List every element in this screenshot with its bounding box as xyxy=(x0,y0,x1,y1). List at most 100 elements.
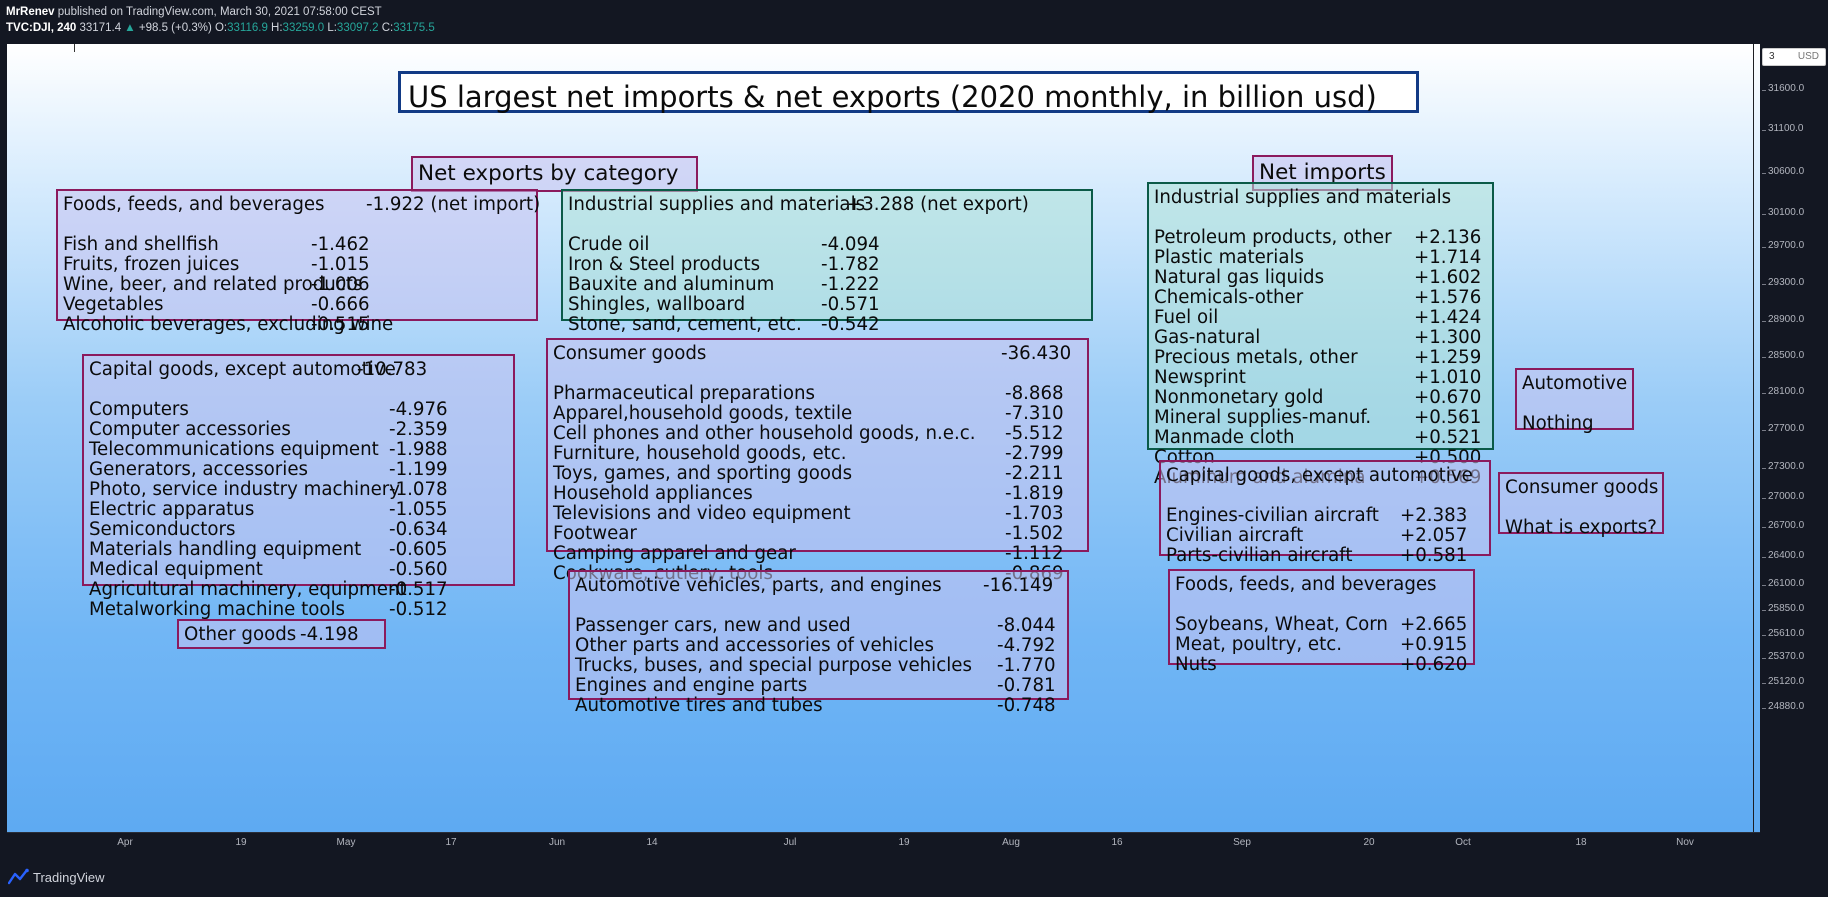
row-label: Generators, accessories xyxy=(89,459,309,480)
chart-canvas[interactable]: US largest net imports & net exports (20… xyxy=(7,44,1760,832)
table-row: Engines and engine parts -0.781 xyxy=(575,676,1062,696)
row-value: +0.915 xyxy=(1400,634,1468,655)
time-tick-label: 18 xyxy=(1575,837,1587,848)
table-row: Camping apparel and gear -1.112 xyxy=(553,544,1082,564)
publisher-name[interactable]: MrRenev xyxy=(6,6,55,18)
publish-text: published on TradingView.com, March 30, … xyxy=(57,6,382,18)
price-tick-mark xyxy=(1762,393,1766,394)
industrial-imports-header: Industrial supplies and materials xyxy=(1154,188,1487,208)
table-row: Mineral supplies-manuf. +0.561 xyxy=(1154,408,1487,428)
table-row: Apparel,household goods, textile -7.310 xyxy=(553,404,1082,424)
price-tick-mark xyxy=(1762,321,1766,322)
price-tick-label: 25370.0 xyxy=(1768,651,1805,662)
consumer-exports-header-value: -36.430 xyxy=(1001,343,1072,364)
capital-imports-box: Capital goods, except automotive Engines-… xyxy=(1159,460,1491,566)
table-row: Fish and shellfish -1.462 xyxy=(63,235,531,255)
price-tick-mark xyxy=(1762,635,1766,636)
table-row: Telecommunications equipment -1.988 xyxy=(89,440,508,460)
row-value: +2.057 xyxy=(1400,525,1468,546)
close-label: C: xyxy=(381,22,394,34)
foods-exports-header-value: -1.922 (net import) xyxy=(366,194,541,215)
automotive-imports-box: Automotive Nothing xyxy=(1515,368,1634,434)
row-label: Newsprint xyxy=(1154,367,1246,388)
currency-code: USD xyxy=(1797,51,1819,62)
row-label: Furniture, household goods, etc. xyxy=(553,443,847,464)
axis-divider xyxy=(1753,44,1754,832)
low-label: L: xyxy=(327,22,337,34)
price-tick-label: 27000.0 xyxy=(1768,491,1805,502)
row-value: +0.581 xyxy=(1400,545,1468,566)
row-value: +1.576 xyxy=(1414,287,1482,308)
price-tick-mark xyxy=(1762,173,1766,174)
table-row: Agricultural machinery, equipment -0.517 xyxy=(89,580,508,600)
price-tick-mark xyxy=(1762,130,1766,131)
capital-exports-spacer xyxy=(89,380,508,400)
table-row: Plastic materials +1.714 xyxy=(1154,248,1487,268)
consumer-imports-text: What is exports? xyxy=(1505,518,1657,538)
table-row: Trucks, buses, and special purpose vehic… xyxy=(575,656,1062,676)
row-value: -8.044 xyxy=(997,615,1056,636)
row-value: -0.571 xyxy=(821,294,880,315)
row-value: +0.670 xyxy=(1414,387,1482,408)
tradingview-brand[interactable]: TradingView xyxy=(33,870,105,885)
time-tick-label: 14 xyxy=(646,837,658,848)
row-value: -1.782 xyxy=(821,254,880,275)
row-label: Telecommunications equipment xyxy=(89,439,379,460)
row-label: Engines and engine parts xyxy=(575,675,808,696)
price-axis[interactable]: 3 USD 31600.0 31100.0 30600.0 30100.0 29700.… xyxy=(1762,44,1828,832)
row-label: Pharmaceutical preparations xyxy=(553,383,815,404)
table-row: Gas-natural +1.300 xyxy=(1154,328,1487,348)
consumer-imports-header: Consumer goods xyxy=(1505,477,1659,498)
price-tick-mark xyxy=(1762,658,1766,659)
row-label: Passenger cars, new and used xyxy=(575,615,851,636)
row-label: Other parts and accessories of vehicles xyxy=(575,635,934,656)
automotive-exports-header: Automotive vehicles, parts, and engines -… xyxy=(575,576,1062,596)
table-row: Electric apparatus -1.055 xyxy=(89,500,508,520)
row-label: Computer accessories xyxy=(89,419,291,440)
row-label: Nonmonetary gold xyxy=(1154,387,1324,408)
table-row: Bauxite and aluminum -1.222 xyxy=(568,275,1086,295)
table-row: Natural gas liquids +1.602 xyxy=(1154,268,1487,288)
symbol-name[interactable]: TVC:DJI, 240 xyxy=(6,22,77,34)
consumer-exports-header: Consumer goods -36.430 xyxy=(553,344,1082,364)
row-value: -4.094 xyxy=(821,234,880,255)
open-value: 33116.9 xyxy=(227,22,268,34)
table-row: Manmade cloth +0.521 xyxy=(1154,428,1487,448)
table-row: Meat, poultry, etc. +0.915 xyxy=(1175,635,1468,655)
row-label: Manmade cloth xyxy=(1154,427,1295,448)
price-change: +98.5 (+0.3%) xyxy=(138,22,212,34)
row-value: -1.055 xyxy=(389,499,448,520)
table-row: Alcoholic beverages, excluding wine -0.51… xyxy=(63,315,531,335)
table-row: Fuel oil +1.424 xyxy=(1154,308,1487,328)
automotive-imports-text: Nothing xyxy=(1522,414,1627,434)
open-label: O: xyxy=(214,22,228,34)
close-value: 33175.5 xyxy=(393,22,435,34)
tradingview-logo-icon[interactable] xyxy=(8,868,30,886)
consumer-imports-header-text: Consumer goods xyxy=(1505,477,1659,498)
industrial-imports-spacer xyxy=(1154,208,1487,228)
row-label: Crude oil xyxy=(568,234,650,255)
price-tick-mark xyxy=(1762,90,1766,91)
table-row: Vegetables -0.666 xyxy=(63,295,531,315)
time-tick-label: Aug xyxy=(1002,837,1020,848)
time-axis[interactable]: Apr 19 May 17 Jun 14 Jul 19 Aug 16 Sep 20 Oct 18 Nov xyxy=(7,832,1760,859)
row-value: -1.222 xyxy=(821,274,880,295)
row-label: Semiconductors xyxy=(89,519,236,540)
price-tick-label: 25610.0 xyxy=(1768,628,1805,639)
row-label: Computers xyxy=(89,399,189,420)
row-label: Metalworking machine tools xyxy=(89,599,345,620)
row-value: -1.006 xyxy=(311,274,370,295)
price-tick-label: 26700.0 xyxy=(1768,520,1805,531)
table-row: Footwear -1.502 xyxy=(553,524,1082,544)
capital-imports-spacer xyxy=(1166,486,1484,506)
row-label: Shingles, wallboard xyxy=(568,294,746,315)
row-label: Materials handling equipment xyxy=(89,539,362,560)
foods-exports-header: Foods, feeds, and beverages -1.922 (net i… xyxy=(63,195,540,215)
chart-title-text: US largest net imports & net exports (20… xyxy=(408,80,1377,114)
time-tick-label: Apr xyxy=(117,837,133,848)
row-value: -1.112 xyxy=(1005,543,1064,564)
row-value: -7.310 xyxy=(1005,403,1064,424)
currency-badge[interactable]: 3 USD xyxy=(1762,48,1826,66)
time-tick-label: 19 xyxy=(898,837,910,848)
price-tick-mark xyxy=(1762,284,1766,285)
